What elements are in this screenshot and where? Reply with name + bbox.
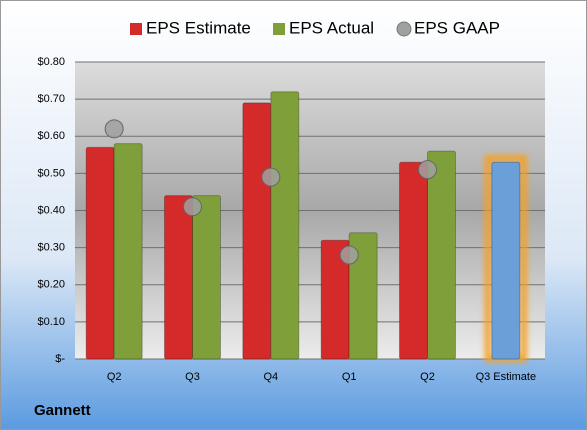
- y-tick-label: $0.40: [37, 204, 65, 216]
- x-tick-label: Q1: [342, 371, 357, 383]
- y-tick-label: $0.80: [37, 56, 65, 68]
- bar: [491, 161, 521, 360]
- gaap-marker: [418, 160, 437, 180]
- x-tick-label: Q3 Estimate: [476, 371, 537, 383]
- x-tick-label: Q2: [107, 371, 122, 383]
- bar: [113, 143, 143, 360]
- legend-marker: [396, 21, 412, 37]
- bar: [348, 232, 378, 360]
- legend-label: EPS GAAP: [414, 18, 500, 37]
- legend-marker: [273, 23, 285, 35]
- y-tick-label: $0.20: [37, 279, 65, 291]
- x-tick-label: Q3: [185, 371, 200, 383]
- legend-label: EPS Estimate: [146, 18, 251, 37]
- bar: [164, 195, 193, 360]
- y-tick-label: $0.50: [37, 167, 65, 179]
- y-tick-label: $0.30: [37, 242, 65, 254]
- gaap-marker: [183, 197, 202, 217]
- chart-title: Gannett: [34, 402, 91, 419]
- gaap-marker: [104, 119, 124, 139]
- gaap-marker: [339, 245, 359, 265]
- y-tick-label: $0.60: [37, 130, 65, 142]
- y-tick-label: $-: [55, 353, 65, 365]
- bar: [85, 146, 115, 360]
- bar: [242, 102, 272, 360]
- gaap-marker: [261, 167, 281, 187]
- bar: [427, 150, 456, 360]
- y-tick-label: $0.10: [37, 316, 65, 328]
- x-tick-label: Q4: [263, 371, 278, 383]
- bar: [399, 161, 428, 360]
- x-tick-label: Q2: [420, 371, 435, 383]
- legend-label: EPS Actual: [289, 18, 374, 37]
- y-tick-label: $0.70: [37, 93, 65, 105]
- bar: [192, 195, 221, 360]
- legend-marker: [130, 23, 142, 35]
- bar: [270, 91, 300, 360]
